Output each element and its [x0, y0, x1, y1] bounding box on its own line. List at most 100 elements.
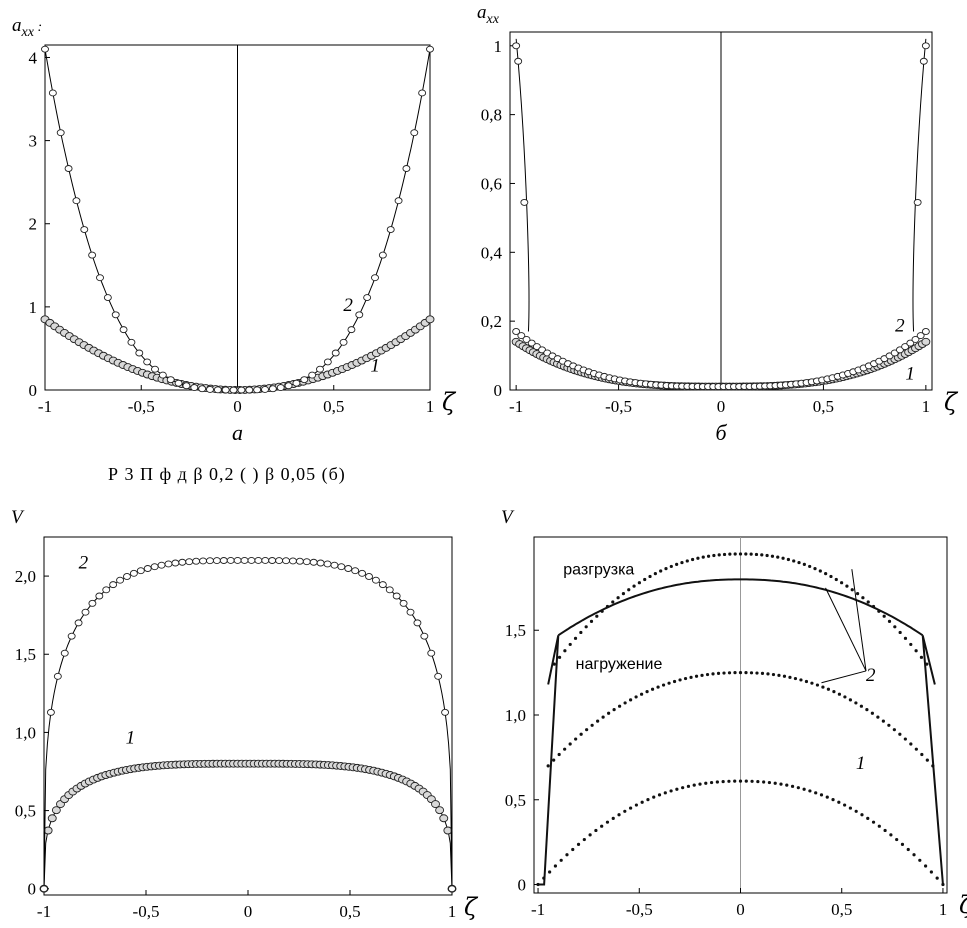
- data-point: [825, 795, 829, 799]
- data-point: [916, 332, 925, 340]
- data-point: [623, 701, 627, 705]
- series-edge-right: [921, 635, 944, 885]
- x-tick-label: -1: [37, 902, 51, 921]
- data-point: [316, 559, 325, 567]
- data-point: [111, 311, 120, 319]
- data-point: [553, 864, 558, 868]
- data-point: [611, 816, 615, 820]
- data-point: [596, 719, 600, 723]
- y-tick-label: 1: [29, 298, 38, 317]
- data-point: [573, 636, 578, 640]
- data-point: [750, 779, 754, 783]
- x-tick-label: 0: [736, 900, 745, 919]
- x-tick-label: 0,5: [813, 397, 834, 416]
- data-point: [808, 564, 812, 569]
- data-point: [680, 560, 684, 565]
- data-point: [308, 371, 317, 379]
- data-point: [190, 384, 199, 391]
- data-point: [143, 358, 152, 366]
- y-tick-label: 0,4: [481, 243, 503, 262]
- y-tick-label: 4: [29, 48, 38, 67]
- edge-line-left: [515, 38, 530, 332]
- curve-label: 1: [856, 753, 866, 774]
- y-tick-label: 0: [494, 381, 503, 400]
- data-point: [394, 197, 403, 205]
- curve-label: 2: [895, 315, 905, 336]
- data-point: [182, 382, 191, 390]
- data-point: [840, 581, 844, 585]
- data-point: [711, 672, 715, 676]
- y-tick-label: 2,0: [15, 567, 36, 586]
- data-point: [929, 870, 933, 874]
- data-point: [906, 339, 915, 347]
- data-point: [206, 385, 214, 393]
- data-point: [127, 338, 136, 346]
- data-point: [821, 685, 825, 689]
- data-point: [782, 674, 787, 678]
- data-point: [770, 554, 775, 558]
- data-point: [804, 679, 809, 684]
- data-point: [865, 708, 869, 712]
- data-point: [295, 557, 304, 565]
- data-point: [226, 557, 235, 564]
- data-point: [790, 784, 795, 788]
- data-point: [632, 584, 636, 588]
- y-axis-label: axx :: [12, 15, 42, 40]
- data-point: [733, 671, 737, 675]
- data-point: [813, 567, 817, 571]
- panel-b-chart: -1 -0,5 0 0,5 1 0 0,2 0,4 0,6 0,8 1 axx ζ б 2 1: [477, 2, 959, 445]
- data-point: [675, 562, 679, 567]
- annotation-label: разгрузка: [563, 561, 634, 578]
- data-point: [41, 45, 49, 53]
- data-point: [420, 632, 429, 640]
- data-point: [887, 723, 891, 727]
- data-point: [576, 842, 581, 847]
- data-point: [871, 820, 876, 824]
- data-point: [563, 649, 567, 653]
- data-point: [921, 328, 930, 335]
- series-2: [538, 578, 944, 886]
- data-point: [854, 809, 858, 813]
- x-tick-label: 1: [426, 397, 435, 416]
- data-point: [512, 328, 521, 335]
- data-point: [866, 600, 870, 604]
- data-point: [744, 779, 748, 783]
- data-point: [386, 226, 395, 233]
- data-point: [738, 552, 743, 556]
- data-point: [664, 567, 668, 571]
- data-point: [300, 376, 309, 384]
- data-point: [698, 782, 702, 786]
- data-point: [645, 690, 649, 694]
- data-point: [221, 386, 230, 394]
- edge-line-right: [912, 38, 927, 332]
- data-point: [585, 728, 589, 732]
- data-point: [882, 614, 886, 618]
- series-2: [41, 45, 434, 394]
- data-point: [88, 599, 97, 607]
- data-point: [268, 385, 277, 393]
- data-point: [909, 742, 913, 746]
- data-point: [914, 649, 918, 653]
- data-point: [756, 779, 760, 784]
- data-point: [706, 554, 711, 558]
- data-point: [616, 596, 620, 600]
- data-point: [213, 386, 222, 394]
- y-tick-label: 0: [29, 381, 38, 400]
- y-tick-label: 1,5: [15, 645, 36, 664]
- data-point: [771, 672, 776, 677]
- data-point: [850, 588, 854, 592]
- data-point: [766, 672, 770, 676]
- data-point: [51, 806, 61, 815]
- data-point: [60, 649, 69, 657]
- data-point: [185, 558, 194, 566]
- data-point: [898, 732, 902, 736]
- data-point: [681, 786, 685, 790]
- data-point: [594, 828, 598, 833]
- data-point: [284, 382, 293, 390]
- data-point: [781, 556, 785, 560]
- y-tick-label: 0,5: [505, 791, 526, 810]
- y-tick-label: 0: [518, 876, 527, 895]
- data-point: [797, 560, 801, 565]
- data-point: [135, 349, 144, 357]
- data-point: [749, 552, 753, 556]
